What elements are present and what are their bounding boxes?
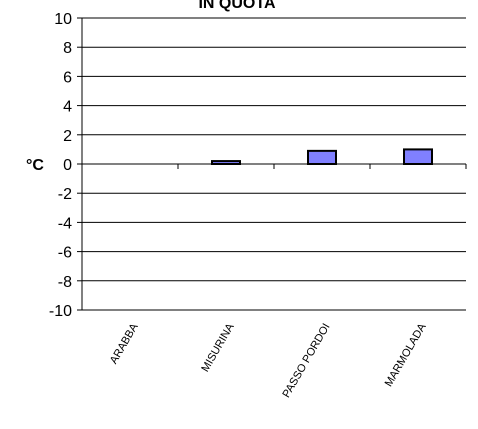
- x-category-label: PASSO PORDOI: [280, 322, 332, 400]
- y-axis-label: °C: [26, 157, 44, 174]
- bar: [307, 149, 337, 166]
- y-tick-label: -8: [58, 274, 72, 291]
- y-tick-label: 2: [63, 128, 72, 145]
- y-tick-label: -6: [58, 245, 72, 262]
- y-tick-label: 10: [54, 11, 72, 28]
- x-category-label: MISURINA: [199, 321, 237, 374]
- y-tick-label: 6: [63, 69, 72, 86]
- y-tick-label: -10: [49, 303, 72, 320]
- x-category-label: ARABBA: [108, 321, 141, 366]
- y-tick-label: 4: [63, 99, 72, 116]
- y-axis-ticks: 10 8 6 4 2 0 -2 -4 -6 -8 -10: [49, 11, 82, 320]
- y-tick-label: -4: [58, 215, 72, 232]
- bar: [403, 148, 433, 165]
- chart-title: IN QUOTA: [198, 0, 275, 12]
- y-tick-label: 8: [63, 40, 72, 57]
- y-tick-label: -2: [58, 186, 72, 203]
- category-labels: ARABBA MISURINA PASSO PORDOI MARMOLADA: [108, 321, 429, 400]
- y-tick-label: 0: [63, 157, 72, 174]
- x-category-label: MARMOLADA: [383, 321, 429, 389]
- x-axis-ticks: [81, 164, 467, 169]
- bars: [211, 148, 433, 166]
- bar: [211, 160, 241, 166]
